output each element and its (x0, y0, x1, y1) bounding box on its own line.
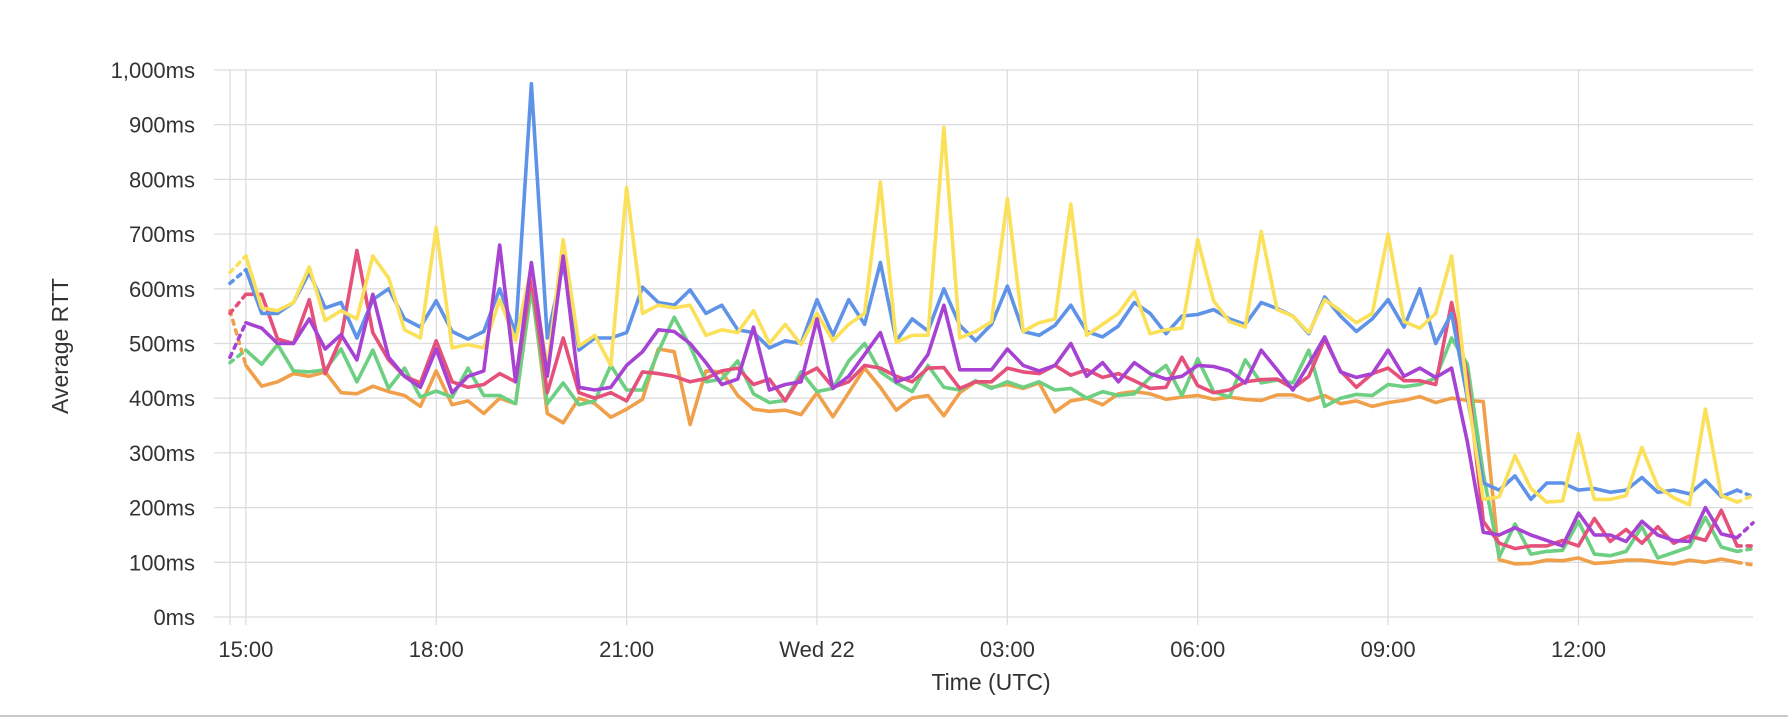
x-tick-label: 21:00 (599, 637, 654, 662)
y-tick-label: 800ms (129, 167, 195, 192)
y-tick-label: 1,000ms (111, 58, 195, 83)
series-line-1-trailing-edge (1735, 560, 1755, 567)
series-line-2-trailing-edge (1735, 546, 1755, 554)
series-line-5-leading-edge (228, 254, 248, 275)
x-tick-label: 03:00 (980, 637, 1035, 662)
series-line-6-trailing-edge (1735, 521, 1755, 540)
y-tick-label: 500ms (129, 332, 195, 357)
x-tick-label: 12:00 (1551, 637, 1606, 662)
series-line-4 (244, 81, 1739, 502)
x-tick-label: 18:00 (409, 637, 464, 662)
y-tick-label: 300ms (129, 441, 195, 466)
series-line-4-leading-edge (228, 267, 248, 286)
x-tick-label: 15:00 (218, 637, 273, 662)
x-axis-ticks: 15:00 18:00 21:00 Wed 22 03:00 06:00 09:00 12:0… (218, 637, 1606, 662)
y-tick-label: 700ms (129, 222, 195, 247)
series-line-5 (244, 125, 1739, 507)
y-tick-label: 100ms (129, 550, 195, 575)
x-tick-label: 06:00 (1170, 637, 1225, 662)
series-lines (228, 81, 1755, 567)
x-tick-label: Wed 22 (779, 637, 854, 662)
series-line-3 (244, 248, 1739, 551)
y-axis-ticks: 0ms 100ms 200ms 300ms 400ms 500ms 600ms 700ms 80… (111, 58, 195, 630)
x-tick-label: 09:00 (1361, 637, 1416, 662)
series-line-6-leading-edge (228, 320, 248, 360)
y-axis-title: Average RTT (47, 278, 73, 414)
y-tick-label: 200ms (129, 496, 195, 521)
x-axis-title: Time (UTC) (931, 669, 1050, 695)
series-line-6 (244, 243, 1739, 548)
series-line-3-leading-edge (228, 292, 248, 316)
y-tick-label: 0ms (153, 605, 195, 630)
series-line-2 (244, 286, 1739, 560)
y-tick-label: 900ms (129, 113, 195, 138)
series-line-2-leading-edge (228, 348, 248, 365)
y-tick-label: 400ms (129, 386, 195, 411)
y-tick-label: 600ms (129, 277, 195, 302)
series-line-5-trailing-edge (1735, 493, 1755, 504)
bottom-divider (0, 715, 1788, 717)
